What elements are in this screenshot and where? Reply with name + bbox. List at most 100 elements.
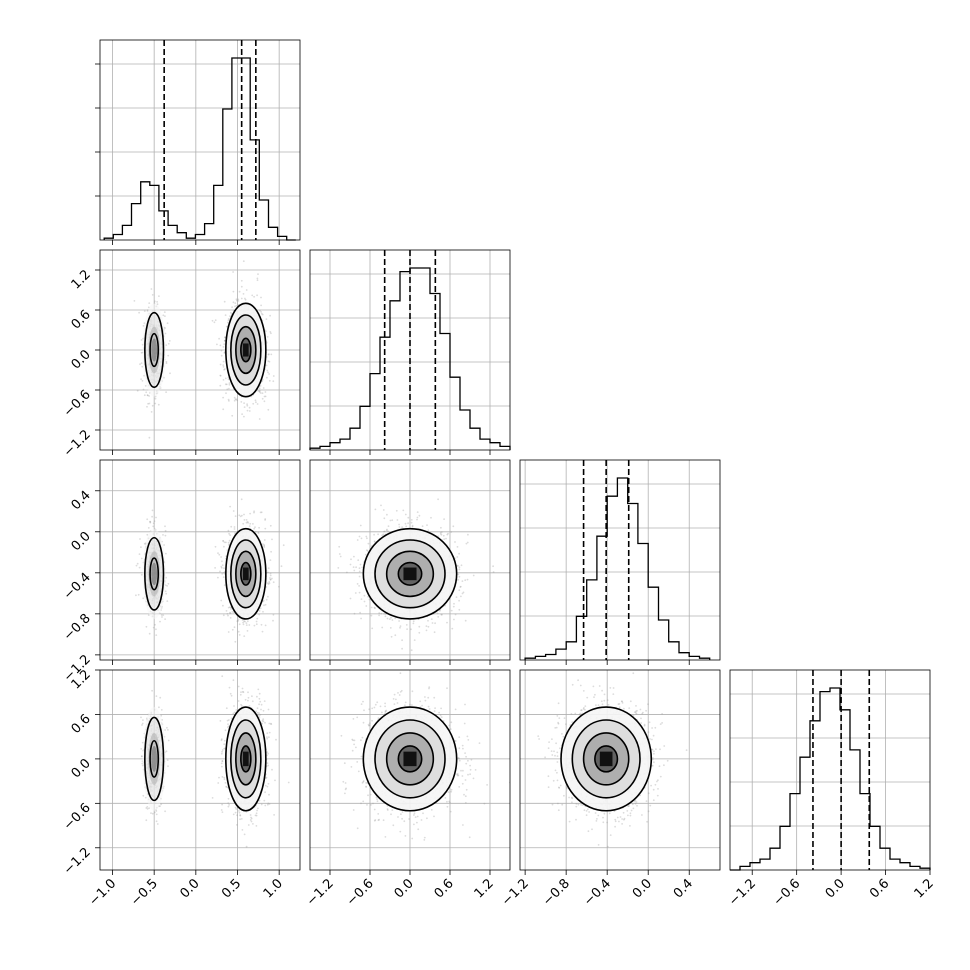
sample-point [166,759,169,761]
sample-point [253,527,256,530]
sample-point [228,382,231,384]
sample-point [374,541,376,543]
sample-point [458,575,461,578]
sample-point [458,599,460,602]
sample-point [263,395,266,398]
sample-point [358,567,361,570]
sample-point [412,620,415,623]
sample-point [225,392,227,395]
sample-point [260,623,263,626]
sample-point [236,399,239,402]
sample-point [146,394,149,397]
sample-point [238,514,241,517]
sample-point [224,336,226,339]
sample-point [383,530,385,533]
sample-point [230,525,233,528]
sample-point [264,527,267,530]
sample-point [240,691,242,694]
sample-point [233,528,236,530]
sample-point [154,623,156,626]
sample-point [235,398,238,401]
sample-point [241,514,243,517]
sample-point [453,618,455,621]
sample-point [214,319,217,322]
sample-point [366,537,368,540]
sample-point [161,616,163,618]
sample-point [222,379,225,381]
sample-point [240,279,243,282]
sample-point [358,535,361,538]
sample-point [427,625,430,628]
sample-point [391,519,394,522]
sample-point [267,782,270,785]
sample-point [264,603,267,606]
sample-point [139,363,141,366]
sample-point [262,543,264,545]
sample-point [260,311,262,313]
sample-point [359,524,362,527]
sample-point [337,567,340,569]
sample-point [427,619,429,622]
sample-point [272,375,275,377]
sample-point [223,339,226,342]
sample-point [245,519,248,521]
sample-point [240,285,243,288]
sample-point [223,776,226,779]
sample-point [266,376,268,379]
sample-point [242,621,245,624]
sample-point [148,395,151,397]
sample-point [412,622,415,625]
sample-point [264,519,266,521]
sample-point [236,299,238,302]
sample-point [446,533,449,536]
sample-point [361,566,364,569]
sample-point [401,639,403,642]
sample-point [240,297,243,300]
sample-point [270,353,273,356]
sample-point [256,617,259,620]
sample-point [383,613,385,615]
sample-point [219,384,222,387]
sample-point [458,552,460,555]
sample-point [220,567,223,569]
sample-point [373,606,376,609]
sample-point [142,597,145,600]
sample-point [232,271,235,273]
sample-point [268,373,270,375]
sample-point [360,537,363,540]
sample-point [259,511,262,514]
sample-point [152,626,155,629]
sample-point [455,596,458,598]
sample-point [224,383,227,386]
sample-point [146,405,148,408]
sample-point [266,336,269,338]
sample-point [220,599,223,602]
sample-point [451,627,454,630]
sample-point [228,804,231,806]
sample-point [260,803,263,806]
sample-point [221,749,224,751]
sample-point [492,565,494,568]
sample-point [387,530,389,532]
sample-point [255,401,257,404]
sample-point [218,553,221,556]
sample-point [241,687,244,690]
sample-point [163,311,166,313]
sample-point [228,387,230,390]
sample-point [162,614,165,616]
sample-point [227,319,230,322]
sample-point [248,406,251,409]
sample-point [167,354,170,357]
sample-point [165,592,168,595]
sample-point [411,525,414,528]
sample-point [247,521,250,524]
sample-point [256,277,259,280]
sample-point [234,398,237,401]
sample-point [269,559,272,561]
sample-point [458,608,461,611]
sample-point [259,309,261,312]
sample-point [266,582,269,584]
sample-point [228,383,231,386]
sample-point [254,399,257,402]
sample-point [267,571,269,574]
